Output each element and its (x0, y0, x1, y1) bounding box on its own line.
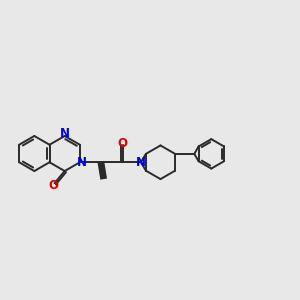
Text: N: N (136, 156, 146, 169)
Text: N: N (77, 156, 87, 169)
Text: O: O (118, 137, 128, 150)
Text: N: N (60, 128, 70, 140)
Text: O: O (48, 179, 58, 192)
